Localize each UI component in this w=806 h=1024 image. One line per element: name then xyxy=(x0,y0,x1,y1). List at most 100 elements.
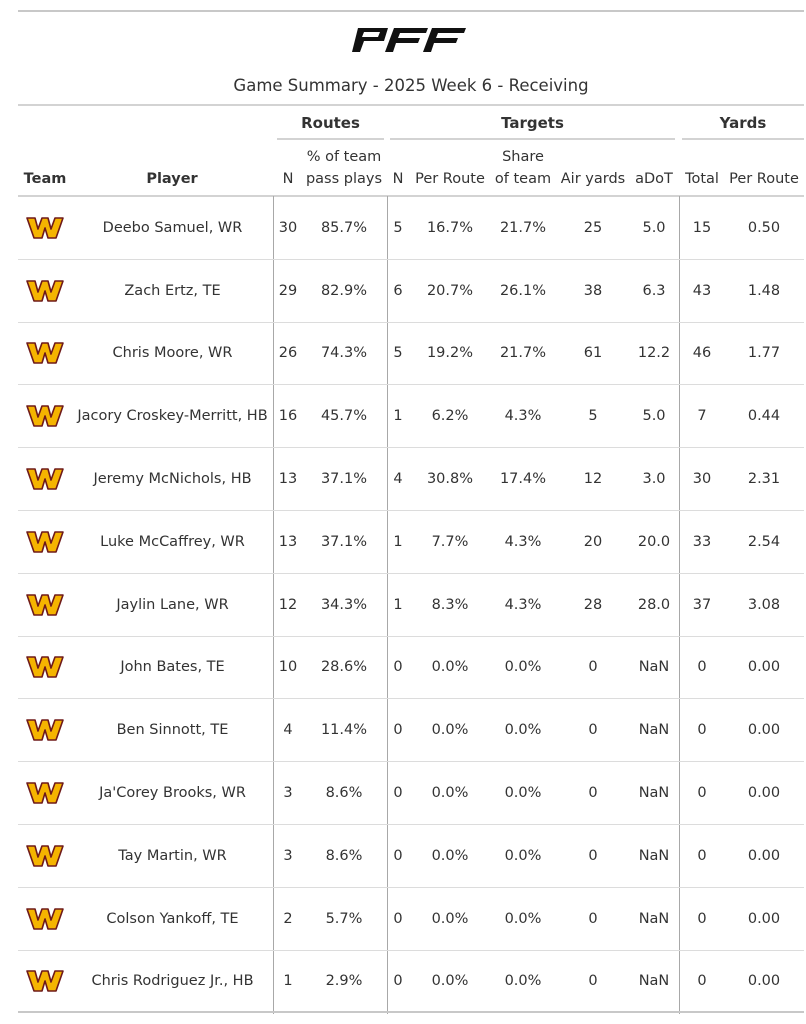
routes-cell: 30 xyxy=(278,219,298,236)
targets-cell: 1 xyxy=(393,533,403,550)
adot-cell: 3.0 xyxy=(642,471,666,488)
targets-cell: 1 xyxy=(393,408,403,425)
route-pct-cell: 37.1% xyxy=(320,471,368,488)
yards-total-cell: 37 xyxy=(692,596,712,613)
target-share-cell: 26.1% xyxy=(499,282,547,299)
title-rule xyxy=(18,104,804,106)
yards-per-route-cell: 0.00 xyxy=(747,972,781,989)
air-yards-cell: 25 xyxy=(583,219,603,236)
divider-player-routes xyxy=(273,196,274,1014)
targets-cell: 5 xyxy=(393,345,403,362)
player-cell: Ja'Corey Brooks, WR xyxy=(99,785,246,802)
targets-cell: 0 xyxy=(393,785,403,802)
target-share-cell: 0.0% xyxy=(504,972,542,989)
team-logo-icon xyxy=(26,970,64,992)
player-cell: Ben Sinnott, TE xyxy=(116,722,229,739)
team-logo-icon xyxy=(26,719,64,742)
col-yards-per-route: Per Route xyxy=(729,171,799,187)
spanner-targets: Targets xyxy=(501,114,564,132)
table-row: Tay Martin, WR 3 8.6% 0 0.0% 0.0% 0 NaN 0 0.00 xyxy=(18,825,804,888)
col-targets-per-route: Per Route xyxy=(415,171,485,187)
col-routes-n: N xyxy=(282,171,294,187)
team-cell xyxy=(18,762,72,824)
route-pct-cell: 85.7% xyxy=(320,219,368,236)
spanner-routes-rule xyxy=(277,138,384,140)
pff-logo-icon xyxy=(352,28,466,52)
target-share-cell: 0.0% xyxy=(504,785,542,802)
route-pct-cell: 8.6% xyxy=(325,785,363,802)
routes-cell: 1 xyxy=(283,972,293,989)
targets-cell: 0 xyxy=(393,847,403,864)
route-pct-cell: 8.6% xyxy=(325,847,363,864)
yards-per-route-cell: 1.77 xyxy=(747,345,781,362)
table-row: Jacory Croskey-Merritt, HB 16 45.7% 1 6.2% 4.… xyxy=(18,385,804,449)
adot-cell: NaN xyxy=(638,659,670,676)
adot-cell: 6.3 xyxy=(642,282,666,299)
air-yards-cell: 0 xyxy=(588,722,598,739)
adot-cell: 5.0 xyxy=(642,408,666,425)
targets-per-route-cell: 8.3% xyxy=(431,596,469,613)
spanner-yards-rule xyxy=(682,138,804,140)
routes-cell: 13 xyxy=(278,471,298,488)
player-cell: Jacory Croskey-Merritt, HB xyxy=(77,408,268,425)
team-logo-icon xyxy=(26,342,64,365)
table-row: Zach Ertz, TE 29 82.9% 6 20.7% 26.1% 38 6.3 43 1.… xyxy=(18,260,804,323)
targets-cell: 0 xyxy=(393,659,403,676)
player-cell: Deebo Samuel, WR xyxy=(102,219,243,236)
targets-per-route-cell: 7.7% xyxy=(431,533,469,550)
yards-total-cell: 0 xyxy=(697,847,707,864)
team-cell xyxy=(18,197,72,259)
team-logo-icon xyxy=(26,593,64,616)
player-cell: Chris Rodriguez Jr., HB xyxy=(91,972,254,989)
routes-cell: 29 xyxy=(278,282,298,299)
air-yards-cell: 0 xyxy=(588,910,598,927)
targets-cell: 0 xyxy=(393,910,403,927)
team-logo-icon xyxy=(26,468,64,490)
team-cell xyxy=(18,699,72,761)
table-row: Jeremy McNichols, HB 13 37.1% 4 30.8% 17.4% 12… xyxy=(18,448,804,511)
routes-cell: 4 xyxy=(283,722,293,739)
player-cell: Chris Moore, WR xyxy=(112,345,233,362)
targets-per-route-cell: 0.0% xyxy=(431,847,469,864)
col-routes-pct-line1: % of team xyxy=(306,149,382,165)
targets-cell: 0 xyxy=(393,722,403,739)
page-title: Game Summary - 2025 Week 6 - Receiving xyxy=(233,76,589,95)
targets-per-route-cell: 0.0% xyxy=(431,910,469,927)
target-share-cell: 0.0% xyxy=(504,847,542,864)
targets-cell: 4 xyxy=(393,471,403,488)
team-logo-icon xyxy=(26,531,64,553)
col-adot: aDoT xyxy=(635,171,673,187)
routes-cell: 16 xyxy=(278,408,298,425)
team-logo-icon xyxy=(26,656,64,679)
air-yards-cell: 20 xyxy=(583,533,603,550)
yards-per-route-cell: 0.00 xyxy=(747,847,781,864)
route-pct-cell: 11.4% xyxy=(320,722,368,739)
yards-total-cell: 15 xyxy=(692,219,712,236)
col-team: Team xyxy=(23,171,67,187)
team-logo-icon xyxy=(26,907,64,930)
air-yards-cell: 61 xyxy=(583,345,603,362)
targets-cell: 5 xyxy=(393,219,403,236)
yards-total-cell: 0 xyxy=(697,785,707,802)
target-share-cell: 4.3% xyxy=(504,408,542,425)
top-rule xyxy=(18,10,804,12)
route-pct-cell: 2.9% xyxy=(325,972,363,989)
col-share-line2: of team xyxy=(494,171,552,187)
route-pct-cell: 28.6% xyxy=(320,659,368,676)
team-logo-icon xyxy=(26,782,64,804)
table-row: John Bates, TE 10 28.6% 0 0.0% 0.0% 0 NaN 0 0.00 xyxy=(18,637,804,700)
table-row: Jaylin Lane, WR 12 34.3% 1 8.3% 4.3% 28 28.0 37 3… xyxy=(18,574,804,637)
route-pct-cell: 74.3% xyxy=(320,345,368,362)
routes-cell: 3 xyxy=(283,847,293,864)
targets-cell: 0 xyxy=(393,972,403,989)
team-cell xyxy=(18,511,72,573)
team-cell xyxy=(18,637,72,699)
yards-total-cell: 7 xyxy=(697,408,707,425)
spanner-targets-rule xyxy=(390,138,675,140)
team-logo-icon xyxy=(26,405,64,428)
player-cell: Jaylin Lane, WR xyxy=(116,596,229,613)
route-pct-cell: 34.3% xyxy=(320,596,368,613)
yards-total-cell: 0 xyxy=(697,972,707,989)
adot-cell: NaN xyxy=(638,972,670,989)
team-logo-icon xyxy=(26,279,64,302)
